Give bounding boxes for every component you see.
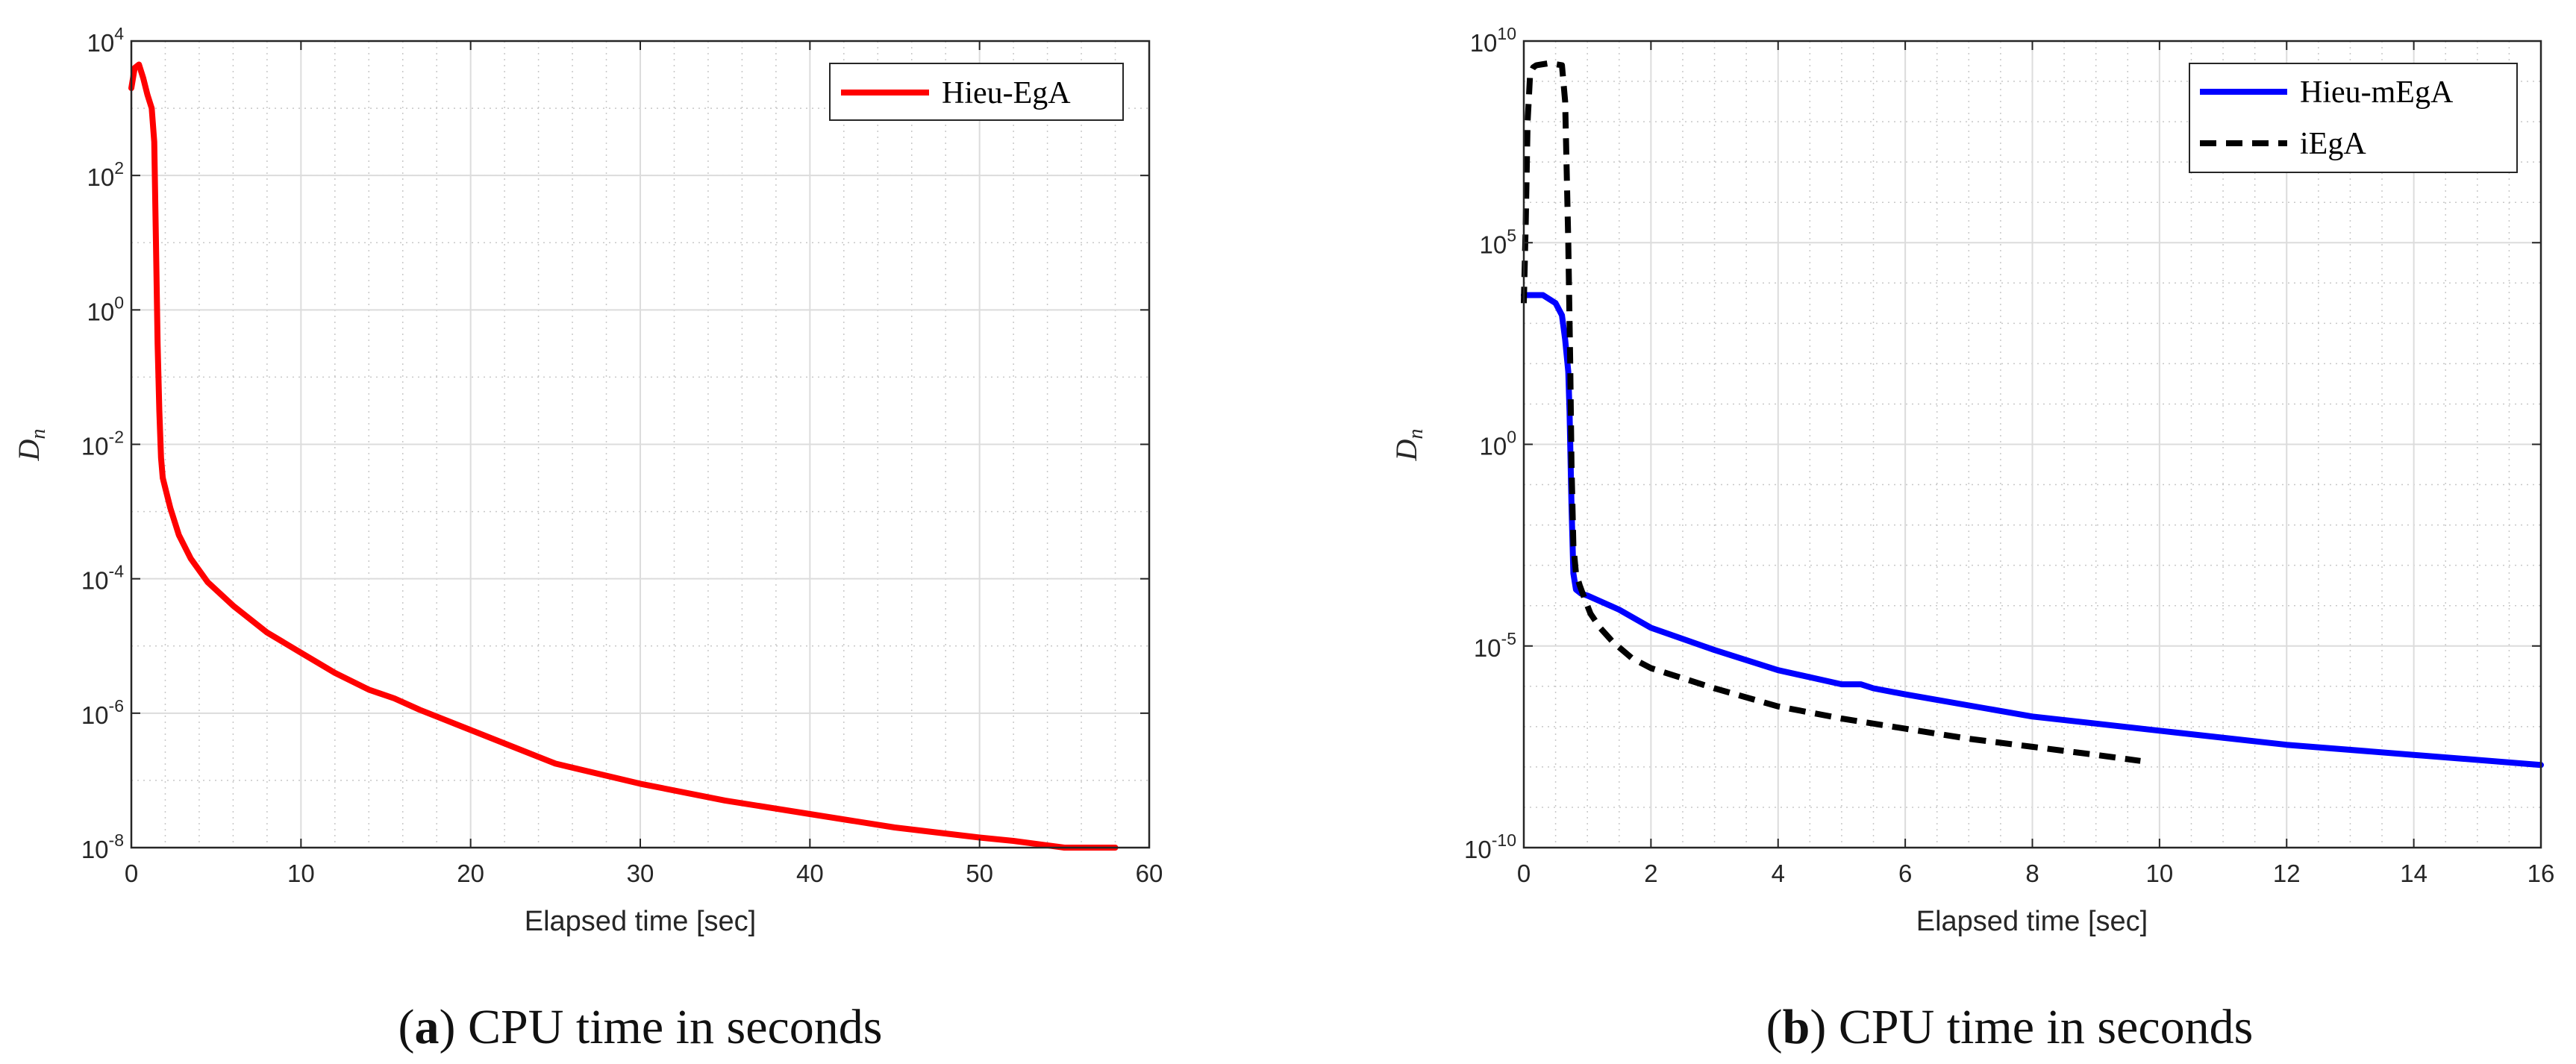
x-tick-label: 14 [2400,860,2427,887]
caption-label-b: b [1783,1000,1810,1054]
x-tick-label: 50 [966,860,993,887]
y-axis-label-sub-a: n [27,429,50,439]
x-tick-label: 0 [1517,860,1531,887]
x-tick-label: 40 [796,860,824,887]
x-tick-label: 16 [2527,860,2555,887]
series-line-hieu-mega [1521,292,2544,769]
x-axis-label-b: Elapsed time [sec] [1916,906,2148,937]
series-line-hieu-ega [128,61,1119,851]
chart-panel-a: 0 10 20 30 40 50 60 10-8 10-6 10-4 10-2 100 102 104 E… [12,24,1163,1054]
y-tick-label: 105 [1479,225,1516,258]
y-tick-label: 10-10 [1464,830,1516,863]
caption-text-a: CPU time in seconds [468,1000,883,1054]
chart-panel-b: 0 2 4 6 8 10 12 14 16 10-10 10-5 100 105 1010 Elapsed… [1389,24,2554,1054]
legend-box-b [2189,63,2518,173]
y-axis-label-main-a: D [12,439,46,461]
x-tick-label: 4 [1772,860,1785,887]
caption-a: (a) CPU time in seconds [398,1000,883,1054]
caption-label-a: a [415,1000,440,1054]
series-line-iega [1521,60,2141,764]
x-tick-label: 30 [627,860,654,887]
y-tick-label: 104 [87,24,124,57]
y-tick-label: 100 [87,292,124,325]
x-axis-label-a: Elapsed time [sec] [525,906,756,937]
y-axis-label-b: Dn [1389,429,1428,462]
x-tick-label: 20 [457,860,484,887]
x-tick-label: 10 [287,860,315,887]
x-tick-label: 8 [2025,860,2039,887]
legend-label-hieu-megA: Hieu-mEgA [2300,75,2454,110]
x-tick-label: 60 [1136,860,1163,887]
series-group-a [128,61,1119,851]
y-tick-label: 10-8 [81,830,124,863]
legend-b: Hieu-mEgA iEgA [2189,63,2518,173]
legend-label-hieu-ega: Hieu-EgA [942,76,1071,110]
x-tick-label: 6 [1898,860,1912,887]
series-group-b [1521,60,2544,769]
y-tick-label: 1010 [1470,24,1516,57]
y-tick-label: 10-6 [81,696,124,729]
x-tick-label: 2 [1644,860,1657,887]
x-tick-label: 12 [2273,860,2301,887]
caption-text-b: CPU time in seconds [1839,1000,2254,1054]
y-tick-label: 10-4 [81,562,124,595]
x-tick-label: 0 [125,860,138,887]
y-axis-label-a: Dn [12,429,50,462]
caption-b: (b) CPU time in seconds [1766,1000,2254,1054]
legend-label-iega: iEgA [2300,127,2366,161]
y-tick-label: 102 [87,158,124,191]
legend-a: Hieu-EgA [829,63,1124,121]
x-tick-label: 10 [2146,860,2174,887]
ticks-b: 0 2 4 6 8 10 12 14 16 10-10 10-5 100 105 1010 [1464,24,2554,887]
y-tick-label: 10-2 [81,428,124,460]
y-axis-label-sub-b: n [1404,429,1428,439]
y-axis-label-main-b: D [1389,439,1423,461]
ticks-a: 0 10 20 30 40 50 60 10-8 10-6 10-4 10-2 100 102 104 [81,24,1163,887]
y-tick-label: 100 [1479,428,1516,460]
y-tick-label: 10-5 [1474,629,1516,662]
